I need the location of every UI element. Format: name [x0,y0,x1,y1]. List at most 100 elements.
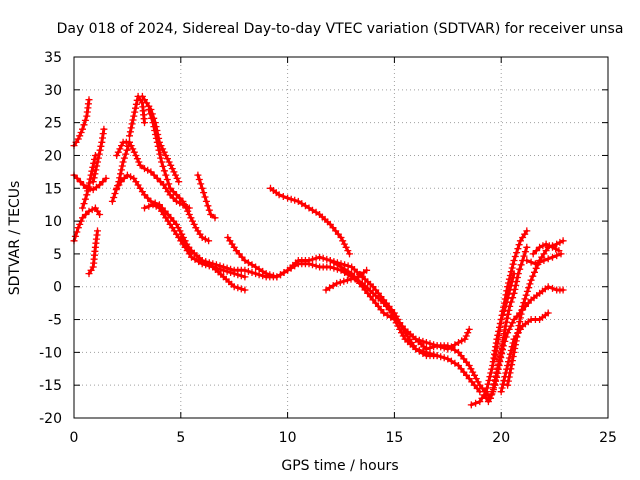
data-point-marker [127,124,135,132]
data-point-marker [513,249,521,257]
data-point-marker [200,189,208,197]
data-point-marker [179,197,187,205]
data-point-marker [155,146,163,154]
data-point-marker [351,274,358,282]
data-point-marker [212,261,220,269]
data-point-marker [132,104,139,112]
data-point-marker [77,129,85,136]
data-point-marker [508,361,516,369]
data-point-marker [153,174,161,182]
data-point-marker [523,287,531,295]
data-point-marker [120,154,128,162]
data-point-marker [341,261,349,269]
data-point-marker [91,155,98,163]
data-point-marker [305,260,313,268]
data-point-marker [157,154,165,162]
x-tick-label: 15 [385,430,403,446]
data-point-marker [499,380,507,388]
data-point-marker [510,257,518,264]
data-point-marker [444,355,452,363]
data-point-marker [156,150,164,158]
data-point-marker [167,161,175,169]
data-point-marker [76,220,84,228]
data-point-marker [343,276,351,284]
series-arc-16 [224,234,441,360]
data-point-marker [201,193,209,201]
data-point-marker [504,329,512,337]
data-point-marker [108,197,116,205]
data-point-marker [117,166,125,174]
data-point-marker [195,258,203,266]
data-point-marker [309,261,316,269]
y-axis-label: SDTVAR / TECUs [7,181,23,296]
data-point-marker [499,346,506,354]
data-point-marker [503,314,511,322]
chart-title: Day 018 of 2024, Sidereal Day-to-day VTE… [57,21,624,37]
data-point-marker [508,357,516,365]
data-point-marker [141,165,148,173]
data-point-marker [515,241,523,249]
data-point-marker [532,247,540,255]
data-point-marker [168,165,176,173]
data-point-marker [507,298,515,306]
data-point-marker [220,263,227,271]
data-point-marker [505,279,512,287]
data-point-marker [122,150,130,158]
data-point-marker [415,347,423,355]
data-point-marker [181,201,188,209]
data-point-marker [545,242,553,250]
data-point-marker [111,190,119,197]
data-point-marker [241,286,249,294]
data-point-marker [166,184,174,192]
data-point-marker [323,255,331,263]
data-point-marker [507,322,515,330]
x-axis-label: GPS time / hours [281,458,398,474]
data-point-marker [88,206,96,214]
data-point-marker [173,174,181,182]
data-point-marker [326,284,334,292]
data-point-marker [80,181,88,189]
data-point-marker [493,373,500,381]
data-point-marker [506,302,514,310]
data-point-marker [79,214,86,222]
data-point-marker [198,234,206,241]
data-point-marker [347,275,355,283]
axes-layer: 0 5 10 15 20 25 -20 -15 -10 -5 0 5 10 15 20 25 30 35 [39,50,617,446]
data-point-marker [204,202,212,210]
data-point-marker [519,302,527,310]
data-point-marker [202,258,210,266]
x-tick-label: 10 [279,430,297,446]
data-point-marker [455,339,462,346]
data-point-marker [511,253,519,260]
series-arc-21 [412,325,473,353]
series-arc-20 [326,257,484,396]
data-point-marker [129,145,137,153]
y-tick-label: -20 [39,411,62,427]
data-point-marker [523,243,531,251]
data-point-marker [85,207,93,215]
data-point-marker [99,178,107,186]
data-point-marker [162,171,170,179]
data-point-marker [132,152,140,159]
data-point-marker [129,116,137,124]
data-point-marker [422,339,430,346]
data-point-marker [509,353,517,360]
data-point-marker [497,316,505,323]
data-point-marker [513,274,521,281]
data-point-marker [97,142,105,150]
data-point-marker [422,345,430,353]
data-point-marker [504,283,512,291]
data-point-marker [209,260,217,268]
data-point-marker [87,171,95,179]
data-point-marker [301,202,309,210]
data-point-marker [467,401,475,409]
data-point-marker [491,351,499,359]
data-point-marker [544,255,552,263]
data-point-marker [511,345,519,352]
data-point-marker [82,211,90,218]
data-point-marker [559,286,567,294]
data-point-marker [502,333,510,341]
data-point-marker [150,123,158,131]
data-point-marker [498,384,506,392]
